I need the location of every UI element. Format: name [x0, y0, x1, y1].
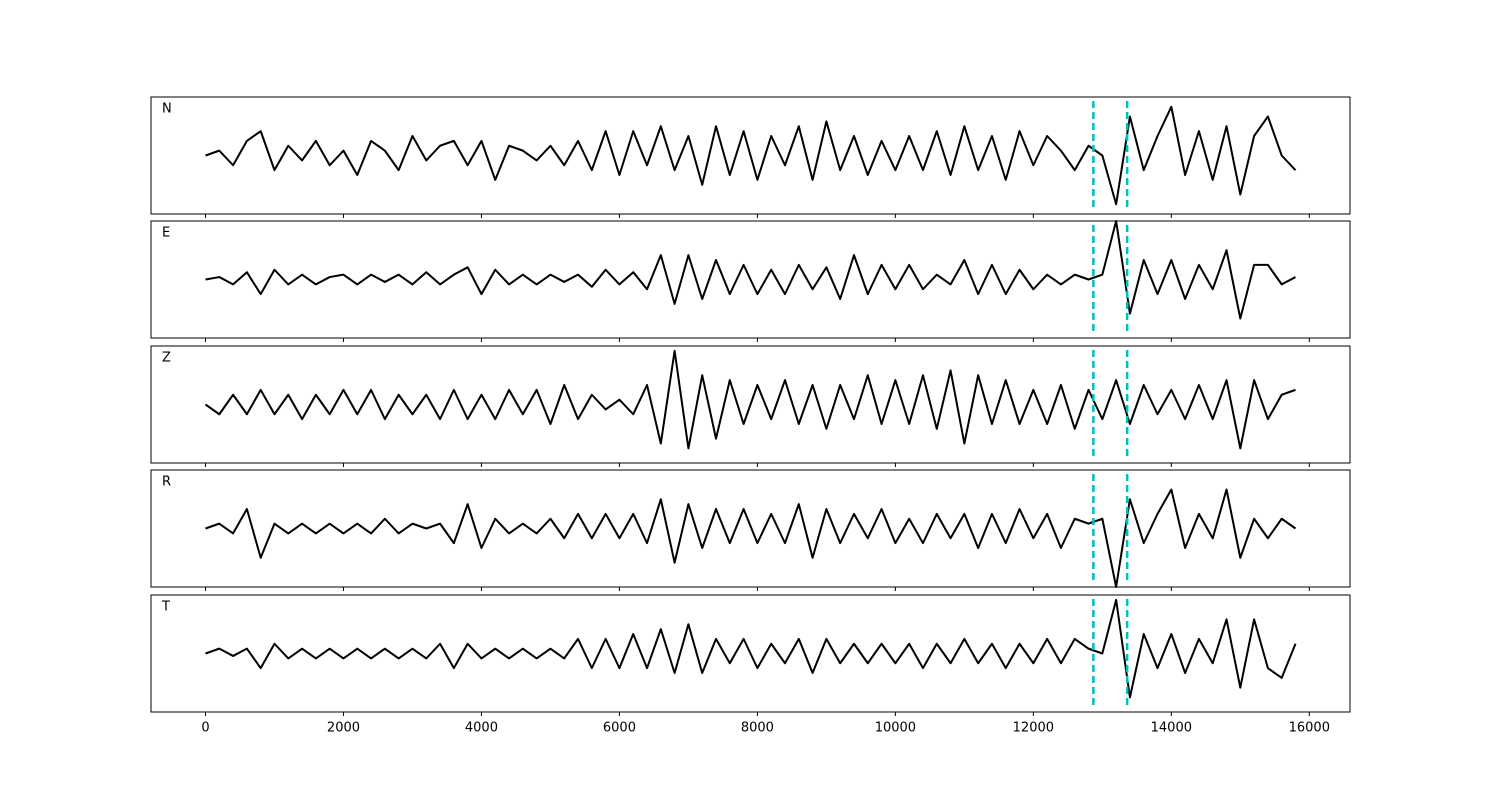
panel-frame: [150, 220, 1351, 339]
x-tick-label: 6000: [603, 721, 636, 736]
trace: [205, 598, 1297, 699]
trace: [204, 349, 1296, 450]
panel-label: T: [161, 600, 170, 615]
trace: [205, 220, 1296, 320]
panel-label: R: [162, 475, 171, 490]
panel-label: E: [162, 226, 170, 241]
trace: [205, 488, 1297, 588]
panel-frame: [150, 594, 1351, 713]
panel-label: Z: [162, 351, 171, 366]
x-tick-label: 2000: [327, 721, 360, 736]
x-tick-label: 16000: [1289, 721, 1330, 736]
panel-label: N: [162, 102, 172, 117]
panel-frame: [150, 345, 1351, 464]
x-tick-label: 10000: [875, 721, 916, 736]
x-tick-label: 12000: [1013, 721, 1054, 736]
x-tick-label: 0: [201, 721, 209, 736]
x-tick-label: 4000: [465, 721, 498, 736]
panel-frame: [150, 96, 1351, 215]
x-tick-label: 8000: [741, 721, 774, 736]
panel-frame: [150, 469, 1351, 588]
x-tick-label: 14000: [1151, 721, 1192, 736]
trace: [205, 105, 1297, 206]
